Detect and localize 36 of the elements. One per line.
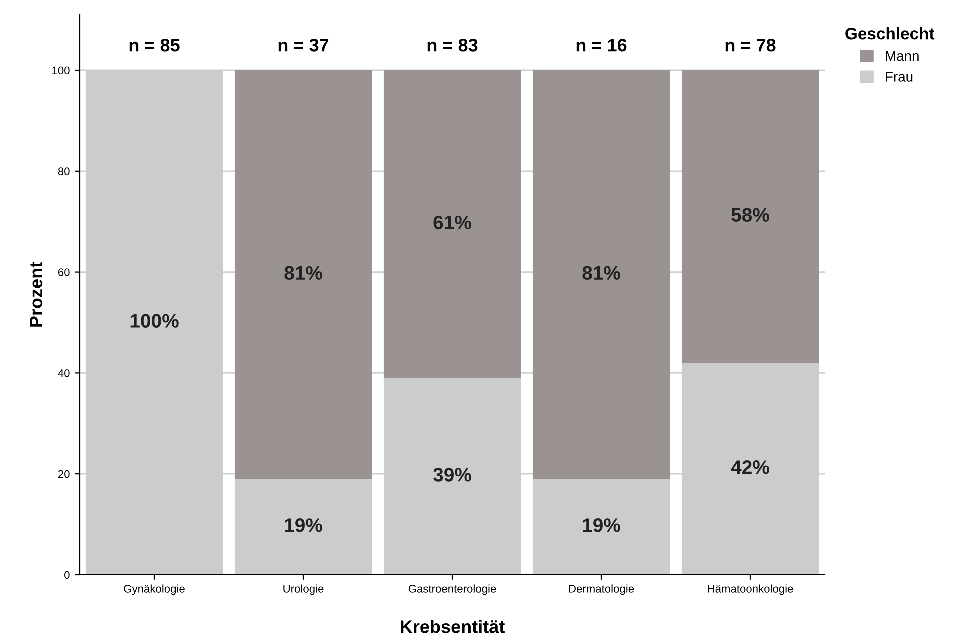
bar xyxy=(384,70,522,378)
y-tick-label: 80 xyxy=(58,168,70,176)
y-tick-label: 40 xyxy=(58,369,70,378)
data-label: 39% xyxy=(433,468,472,482)
legend-label: Mann xyxy=(886,51,919,62)
y-tick-label: 100 xyxy=(52,66,70,75)
data-label: 61% xyxy=(434,216,472,230)
x-tick-label: Hämatoonkologie xyxy=(708,584,794,596)
annotation: n = 16 xyxy=(576,39,627,52)
legend-title: Geschlecht xyxy=(846,28,935,40)
bar xyxy=(682,70,820,364)
bar xyxy=(234,479,372,575)
annotation: n = 83 xyxy=(428,39,478,52)
data-label: 19% xyxy=(285,518,322,532)
bar xyxy=(234,70,372,480)
y-tick-label: 0 xyxy=(64,571,70,580)
data-label: 42% xyxy=(731,460,770,474)
legend-label: Frau xyxy=(886,72,913,82)
x-tick-label: Gastroenterologie xyxy=(408,584,496,596)
annotation: n = 85 xyxy=(130,39,180,52)
y-tick-label: 20 xyxy=(58,470,70,478)
y-axis-title: Prozent xyxy=(30,262,43,327)
bar xyxy=(532,70,670,480)
data-label: 58% xyxy=(732,208,770,222)
x-axis-title: Krebsentität xyxy=(401,620,505,634)
annotation: n = 37 xyxy=(278,39,329,52)
x-tick-label: Gynäkologie xyxy=(124,584,185,596)
x-tick-label: Dermatologie xyxy=(569,584,634,596)
x-tick-label: Urologie xyxy=(284,584,324,596)
data-label: 100% xyxy=(130,314,179,328)
data-label: 81% xyxy=(582,266,620,280)
data-label: 19% xyxy=(583,518,620,532)
data-label: 81% xyxy=(284,266,322,280)
bar xyxy=(532,479,670,575)
y-tick-label: 60 xyxy=(58,268,70,276)
annotation: n = 78 xyxy=(726,39,776,52)
